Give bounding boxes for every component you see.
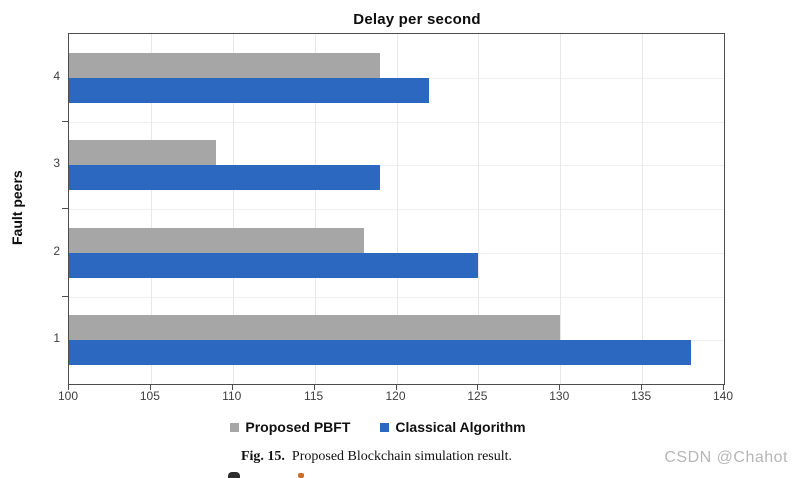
cutoff-text-fragment	[228, 472, 240, 478]
v-gridline	[642, 34, 644, 384]
x-tick-label: 105	[139, 389, 160, 403]
watermark: CSDN @Chahot	[664, 449, 788, 466]
x-tick-mark	[149, 385, 151, 390]
v-gridline	[150, 34, 152, 384]
x-tick-label: 135	[631, 389, 652, 403]
plot-area	[68, 33, 725, 385]
legend-item: Classical Algorithm	[380, 419, 526, 435]
x-tick-mark	[231, 385, 233, 390]
x-tick-label: 110	[222, 389, 242, 403]
x-tick-label: 140	[712, 389, 734, 403]
caption-text: Proposed Blockchain simulation result.	[291, 449, 513, 464]
bar-proposed-pbft-peers-4	[69, 52, 381, 78]
caption-number: Fig. 15.	[240, 449, 285, 464]
x-tick-mark	[559, 385, 561, 390]
cutoff-text-fragment	[298, 473, 304, 478]
y-tick-label: 2	[53, 243, 60, 258]
legend-label: Proposed PBFT	[245, 419, 351, 435]
x-tick-label: 115	[304, 389, 324, 403]
legend-swatch-icon	[230, 422, 240, 432]
y-tick-mark	[62, 295, 68, 297]
bar-proposed-pbft-peers-1	[69, 315, 561, 341]
x-tick-mark	[395, 385, 397, 390]
y-tick-label: 3	[53, 156, 60, 171]
bar-classical-algorithm-peers-4	[69, 77, 430, 103]
bar-proposed-pbft-peers-3	[69, 140, 217, 166]
chart-title: Delay per second	[353, 11, 481, 28]
figure-caption: Fig. 15. Proposed Blockchain simulation r…	[0, 449, 753, 465]
bar-classical-algorithm-peers-2	[69, 252, 479, 278]
x-tick-mark	[723, 385, 724, 390]
v-gridline	[232, 34, 234, 384]
y-tick-mark	[62, 208, 68, 209]
x-tick-label: 130	[549, 389, 570, 403]
x-tick-mark	[477, 385, 479, 390]
y-tick-label: 4	[53, 68, 60, 83]
legend-swatch-icon	[380, 422, 390, 432]
y-axis-label: Fault peers	[9, 170, 25, 246]
x-tick-mark	[68, 385, 69, 390]
v-gridline	[396, 34, 398, 384]
x-tick-mark	[313, 385, 315, 390]
legend-item: Proposed PBFT	[230, 419, 350, 435]
x-tick-label: 100	[57, 389, 79, 403]
v-gridline	[560, 34, 562, 384]
x-tick-label: 125	[467, 389, 488, 403]
x-tick-mark	[641, 385, 643, 390]
y-tick-mark	[62, 120, 68, 122]
y-tick-label: 1	[53, 331, 60, 346]
bar-classical-algorithm-peers-3	[69, 165, 381, 191]
legend: Proposed PBFT Classical Algorithm	[0, 417, 756, 437]
v-gridline	[314, 34, 316, 384]
bar-proposed-pbft-peers-2	[69, 227, 364, 253]
v-gridline	[478, 34, 480, 384]
bar-classical-algorithm-peers-1	[69, 340, 692, 366]
x-tick-label: 120	[385, 389, 406, 403]
legend-label: Classical Algorithm	[395, 419, 526, 435]
